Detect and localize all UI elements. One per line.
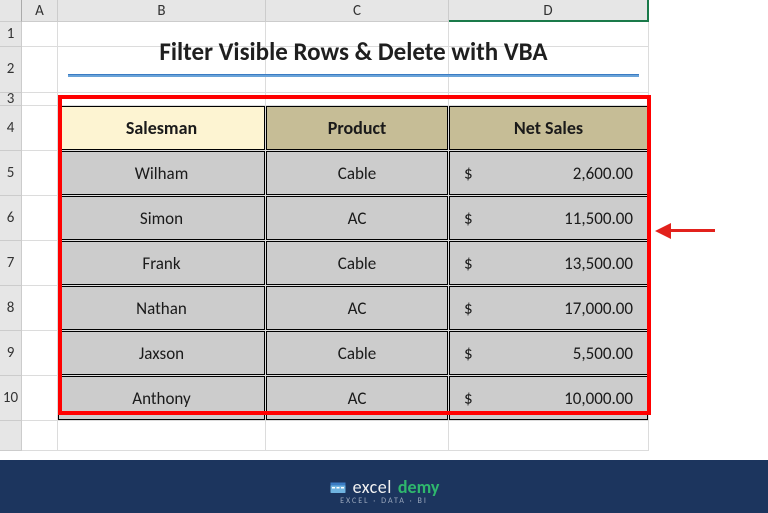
row-header-blank[interactable] bbox=[0, 421, 22, 451]
table-row: Simon bbox=[58, 196, 265, 240]
cell-b11[interactable] bbox=[58, 421, 266, 451]
table-row: Cable bbox=[266, 151, 448, 195]
col-header-c[interactable]: C bbox=[266, 0, 449, 22]
row-header-10[interactable]: 10 bbox=[0, 376, 22, 421]
table-row: Frank bbox=[58, 241, 265, 285]
footer-bar: excel demy EXCEL · DATA · BI bbox=[0, 460, 768, 513]
page-title: Filter Visible Rows & Delete with VBA bbox=[58, 22, 649, 81]
cell-c3[interactable] bbox=[266, 93, 449, 106]
currency: $ bbox=[464, 298, 473, 319]
row-header-7[interactable]: 7 bbox=[0, 241, 22, 286]
col-header-a[interactable]: A bbox=[22, 0, 58, 22]
currency: $ bbox=[464, 253, 473, 274]
row-header-3[interactable]: 3 bbox=[0, 93, 22, 106]
cell-c5[interactable]: Cable bbox=[266, 151, 449, 196]
cell-a10[interactable] bbox=[22, 376, 58, 421]
cell-a3[interactable] bbox=[22, 93, 58, 106]
table-row: $17,000.00 bbox=[449, 286, 648, 330]
table-row: $2,600.00 bbox=[449, 151, 648, 195]
table-row: Anthony bbox=[58, 376, 265, 420]
table-row: $13,500.00 bbox=[449, 241, 648, 285]
cell-d4[interactable]: Net Sales bbox=[449, 106, 649, 151]
table-row: $11,500.00 bbox=[449, 196, 648, 240]
currency: $ bbox=[464, 208, 473, 229]
footer-brand-excel: excel bbox=[353, 476, 392, 498]
table-row: AC bbox=[266, 196, 448, 240]
table-row: Cable bbox=[266, 241, 448, 285]
cell-d3[interactable] bbox=[449, 93, 649, 106]
cell-b7[interactable]: Frank bbox=[58, 241, 266, 286]
select-all-corner[interactable] bbox=[0, 0, 22, 22]
cell-a8[interactable] bbox=[22, 286, 58, 331]
page-title-text: Filter Visible Rows & Delete with VBA bbox=[159, 36, 547, 67]
col-header-d[interactable]: D bbox=[449, 0, 649, 22]
cell-d10[interactable]: $10,000.00 bbox=[449, 376, 649, 421]
row-header-9[interactable]: 9 bbox=[0, 331, 22, 376]
cell-d11[interactable] bbox=[449, 421, 649, 451]
cell-d7[interactable]: $13,500.00 bbox=[449, 241, 649, 286]
cell-c7[interactable]: Cable bbox=[266, 241, 449, 286]
currency: $ bbox=[464, 163, 473, 184]
cell-b4[interactable]: Salesman bbox=[58, 106, 266, 151]
amount: 11,500.00 bbox=[564, 208, 633, 229]
col-header-b[interactable]: B bbox=[58, 0, 266, 22]
cell-c4[interactable]: Product bbox=[266, 106, 449, 151]
table-header-salesman: Salesman bbox=[58, 106, 265, 150]
amount: 17,000.00 bbox=[564, 298, 633, 319]
cell-a1[interactable] bbox=[22, 22, 58, 47]
table-row: Jaxson bbox=[58, 331, 265, 375]
row-header-8[interactable]: 8 bbox=[0, 286, 22, 331]
cell-c11[interactable] bbox=[266, 421, 449, 451]
cell-b5[interactable]: Wilham bbox=[58, 151, 266, 196]
arrow-icon bbox=[655, 225, 715, 237]
table-row: Wilham bbox=[58, 151, 265, 195]
table-row: AC bbox=[266, 376, 448, 420]
table-row: $10,000.00 bbox=[449, 376, 648, 420]
cell-a9[interactable] bbox=[22, 331, 58, 376]
currency: $ bbox=[464, 388, 473, 409]
cell-d5[interactable]: $2,600.00 bbox=[449, 151, 649, 196]
footer-brand-demy: demy bbox=[398, 476, 440, 498]
row-header-6[interactable]: 6 bbox=[0, 196, 22, 241]
table-header-product: Product bbox=[266, 106, 448, 150]
cell-a5[interactable] bbox=[22, 151, 58, 196]
cell-b10[interactable]: Anthony bbox=[58, 376, 266, 421]
cell-a2[interactable] bbox=[22, 47, 58, 93]
row-header-4[interactable]: 4 bbox=[0, 106, 22, 151]
table-header-netsales: Net Sales bbox=[449, 106, 648, 150]
table-row: Cable bbox=[266, 331, 448, 375]
table-row: AC bbox=[266, 286, 448, 330]
cell-c9[interactable]: Cable bbox=[266, 331, 449, 376]
row-header-1[interactable]: 1 bbox=[0, 22, 22, 47]
cell-c10[interactable]: AC bbox=[266, 376, 449, 421]
cell-c8[interactable]: AC bbox=[266, 286, 449, 331]
table-row: $5,500.00 bbox=[449, 331, 648, 375]
row-header-2[interactable]: 2 bbox=[0, 47, 22, 93]
title-underline bbox=[68, 74, 639, 77]
row-header-5[interactable]: 5 bbox=[0, 151, 22, 196]
amount: 5,500.00 bbox=[573, 343, 633, 364]
footer-tagline: EXCEL · DATA · BI bbox=[340, 496, 428, 506]
cell-b9[interactable]: Jaxson bbox=[58, 331, 266, 376]
cell-b8[interactable]: Nathan bbox=[58, 286, 266, 331]
cell-c6[interactable]: AC bbox=[266, 196, 449, 241]
cell-a4[interactable] bbox=[22, 106, 58, 151]
cell-a7[interactable] bbox=[22, 241, 58, 286]
cell-a6[interactable] bbox=[22, 196, 58, 241]
logo-icon bbox=[329, 478, 347, 496]
amount: 10,000.00 bbox=[564, 388, 633, 409]
table-row: Nathan bbox=[58, 286, 265, 330]
cell-d8[interactable]: $17,000.00 bbox=[449, 286, 649, 331]
cell-b6[interactable]: Simon bbox=[58, 196, 266, 241]
amount: 13,500.00 bbox=[564, 253, 633, 274]
cell-b3[interactable] bbox=[58, 93, 266, 106]
amount: 2,600.00 bbox=[573, 163, 633, 184]
cell-d6[interactable]: $11,500.00 bbox=[449, 196, 649, 241]
currency: $ bbox=[464, 343, 473, 364]
cell-a11[interactable] bbox=[22, 421, 58, 451]
cell-d9[interactable]: $5,500.00 bbox=[449, 331, 649, 376]
